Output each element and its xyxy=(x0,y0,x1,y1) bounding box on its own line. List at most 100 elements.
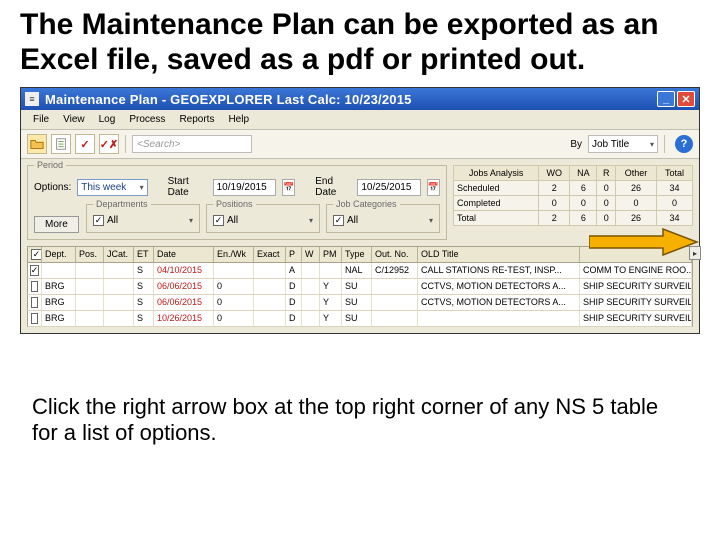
cell-title: CALL STATIONS RE-TEST, INSP... xyxy=(418,263,580,278)
menu-process[interactable]: Process xyxy=(123,113,171,126)
pos-all-checkbox[interactable]: ✓ xyxy=(213,215,224,226)
grid-col[interactable]: ET xyxy=(134,247,154,262)
departments-legend: Departments xyxy=(93,199,151,209)
end-date-input[interactable]: 10/25/2015 xyxy=(357,179,420,196)
cell-dept: BRG xyxy=(42,279,76,294)
check-icon[interactable]: ✓ xyxy=(75,134,95,154)
toolbar: ✓ ✓✗ <Search> By Job Title ▾ ? xyxy=(21,130,699,159)
minimize-button[interactable]: _ xyxy=(657,91,675,107)
cell-title: CCTVS, MOTION DETECTORS A... xyxy=(418,295,580,310)
cell-dept: BRG xyxy=(42,311,76,326)
positions-fieldset: Positions ✓ All ▾ xyxy=(206,204,320,233)
cell-dept: BRG xyxy=(42,295,76,310)
chevron-down-icon[interactable]: ▾ xyxy=(189,216,193,225)
calendar-icon[interactable]: 📅 xyxy=(282,179,295,196)
sheet-icon[interactable] xyxy=(51,134,71,154)
slide-caption: Click the right arrow box at the top rig… xyxy=(20,394,700,446)
table-row[interactable]: BRGS06/06/20150DYSUCCTVS, MOTION DETECTO… xyxy=(27,295,693,311)
cell-p: D xyxy=(286,295,302,310)
cell-outno: C/12952 xyxy=(372,263,418,278)
table-row[interactable]: ✓S04/10/2015ANALC/12952CALL STATIONS RE-… xyxy=(27,263,693,279)
end-date-label: End Date xyxy=(315,176,351,198)
stats-header: R xyxy=(597,166,616,181)
grid-col[interactable]: En./Wk xyxy=(214,247,254,262)
by-combo-value: Job Title xyxy=(592,139,629,150)
grid-col[interactable]: Out. No. xyxy=(372,247,418,262)
stats-cell: 0 xyxy=(616,196,657,211)
grid-col[interactable]: Pos. xyxy=(76,247,104,262)
jobcat-all-checkbox[interactable]: ✓ xyxy=(333,215,344,226)
cell-jcat xyxy=(104,295,134,310)
menu-view[interactable]: View xyxy=(57,113,91,126)
cell-title xyxy=(418,311,580,326)
stats-cell: 0 xyxy=(570,196,597,211)
close-button[interactable]: ✕ xyxy=(677,91,695,107)
grid-col[interactable]: PM xyxy=(320,247,342,262)
row-checkbox[interactable] xyxy=(31,281,38,292)
calendar-icon[interactable]: 📅 xyxy=(427,179,440,196)
cell-date: 06/06/2015 xyxy=(154,295,214,310)
grid-col-check[interactable]: ✓ xyxy=(28,247,42,262)
titlebar: ≡ Maintenance Plan - GEOEXPLORER Last Ca… xyxy=(21,88,699,110)
menu-file[interactable]: File xyxy=(27,113,55,126)
cell-et: S xyxy=(134,279,154,294)
cell-type: SU xyxy=(342,311,372,326)
open-icon[interactable] xyxy=(27,134,47,154)
departments-fieldset: Departments ✓ All ▾ xyxy=(86,204,200,233)
cell-exact xyxy=(254,295,286,310)
chevron-down-icon[interactable]: ▾ xyxy=(429,216,433,225)
cell-enwk: 0 xyxy=(214,279,254,294)
cell-date: 10/26/2015 xyxy=(154,311,214,326)
cell-outno xyxy=(372,311,418,326)
cross-check-icon[interactable]: ✓✗ xyxy=(99,134,119,154)
grid-col[interactable]: JCat. xyxy=(104,247,134,262)
grid-col[interactable]: Type xyxy=(342,247,372,262)
cell-type: SU xyxy=(342,295,372,310)
by-combo[interactable]: Job Title ▾ xyxy=(588,135,658,153)
grid-col[interactable]: Exact xyxy=(254,247,286,262)
stats-cell: 2 xyxy=(539,181,570,196)
menu-reports[interactable]: Reports xyxy=(173,113,220,126)
more-button[interactable]: More xyxy=(34,216,79,233)
callout-arrow-icon xyxy=(589,228,699,258)
dept-all-checkbox[interactable]: ✓ xyxy=(93,215,104,226)
stats-cell: 6 xyxy=(570,181,597,196)
grid-col[interactable]: Dept. xyxy=(42,247,76,262)
menu-log[interactable]: Log xyxy=(93,113,122,126)
cell-enwk: 0 xyxy=(214,295,254,310)
period-fieldset: Period Options: This week ▾ Start Date 1… xyxy=(27,165,447,240)
row-checkbox[interactable]: ✓ xyxy=(30,265,40,276)
cell-w xyxy=(302,295,320,310)
cell-w xyxy=(302,311,320,326)
maintenance-plan-window: ≡ Maintenance Plan - GEOEXPLORER Last Ca… xyxy=(20,87,700,334)
grid-col[interactable]: W xyxy=(302,247,320,262)
chevron-down-icon: ▾ xyxy=(650,140,654,149)
cell-last: SHIP SECURITY SURVEILLANCE ... xyxy=(580,295,692,310)
grid-col[interactable]: OLD Title xyxy=(418,247,580,262)
menu-help[interactable]: Help xyxy=(222,113,255,126)
help-icon[interactable]: ? xyxy=(675,135,693,153)
cell-enwk: 0 xyxy=(214,311,254,326)
table-row: Total 2 6 0 26 34 xyxy=(454,211,693,226)
table-row[interactable]: BRGS06/06/20150DYSUCCTVS, MOTION DETECTO… xyxy=(27,279,693,295)
search-input[interactable]: <Search> xyxy=(132,135,252,153)
stats-header: WO xyxy=(539,166,570,181)
cell-p: D xyxy=(286,311,302,326)
cell-last: SHIP SECURITY SURVEILLANCE ... xyxy=(580,279,692,294)
stats-header: Total xyxy=(656,166,692,181)
grid-col[interactable]: Date xyxy=(154,247,214,262)
row-checkbox[interactable] xyxy=(31,313,38,324)
slide-heading: The Maintenance Plan can be exported as … xyxy=(20,8,700,77)
jobs-analysis-table: Jobs Analysis WO NA R Other Total Schedu… xyxy=(453,165,693,226)
row-checkbox[interactable] xyxy=(31,297,38,308)
cell-pos xyxy=(76,263,104,278)
start-date-input[interactable]: 10/19/2015 xyxy=(213,179,276,196)
options-combo[interactable]: This week ▾ xyxy=(77,179,147,196)
chevron-down-icon[interactable]: ▾ xyxy=(309,216,313,225)
stats-cell: Scheduled xyxy=(454,181,539,196)
options-value: This week xyxy=(81,182,126,193)
cell-exact xyxy=(254,279,286,294)
cell-last: SHIP SECURITY SURVEILLANCE ... xyxy=(580,311,692,326)
grid-col[interactable]: P xyxy=(286,247,302,262)
table-row[interactable]: BRGS10/26/20150DYSUSHIP SECURITY SURVEIL… xyxy=(27,311,693,327)
